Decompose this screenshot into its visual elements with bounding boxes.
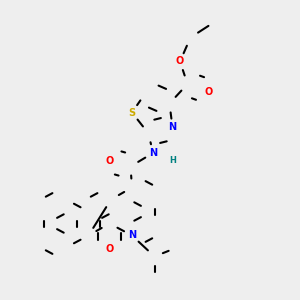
Text: S: S: [128, 107, 136, 118]
Text: O: O: [176, 56, 184, 67]
Text: N: N: [149, 148, 157, 158]
Text: N: N: [168, 122, 177, 133]
Text: O: O: [105, 244, 114, 254]
Text: N: N: [128, 230, 136, 241]
Text: O: O: [105, 155, 114, 166]
Text: H: H: [169, 156, 176, 165]
Text: O: O: [204, 86, 213, 97]
